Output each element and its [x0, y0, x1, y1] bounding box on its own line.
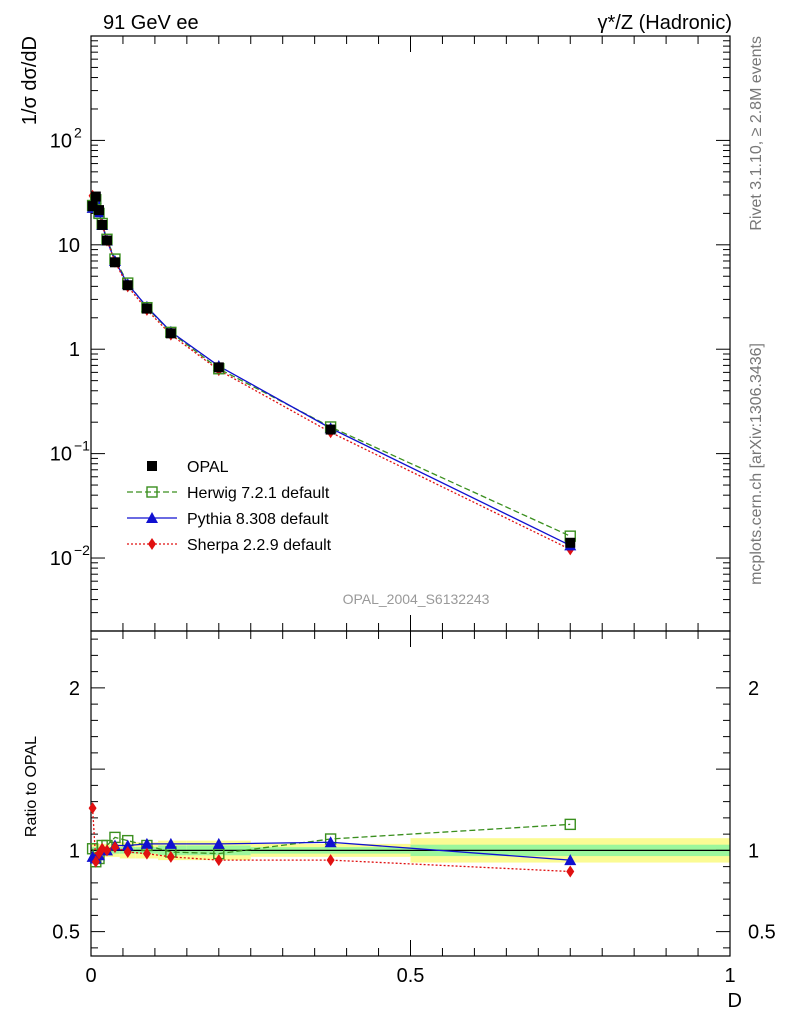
x-axis-label: D [728, 990, 742, 1012]
ratio-y-tick-label: 0.5 [52, 922, 80, 944]
analysis-id-label: OPAL_2004_S6132243 [343, 591, 490, 607]
y-tick-label: 10 [50, 444, 72, 466]
ratio-y-tick-label-right: 2 [748, 678, 759, 700]
legend-label: OPAL [187, 459, 229, 476]
y-tick-label: 10 [58, 235, 80, 257]
y-tick-exponent: 2 [74, 124, 82, 140]
pythia-ratio-point [212, 837, 225, 849]
data-point [141, 303, 152, 314]
ratio-y-tick-label-right: 0.5 [748, 922, 776, 944]
x-tick-label: 1 [724, 965, 735, 987]
ratio-y-tick-label-right: 1 [748, 840, 759, 862]
main-y-axis-label: 1/σ dσ/dD [19, 36, 41, 125]
data-point [213, 362, 224, 373]
legend-label: Sherpa 2.2.9 default [187, 537, 332, 554]
sherpa-ratio-point [326, 854, 335, 867]
legend: OPAL Herwig 7.2.1 default Pythia 8.308 def… [127, 459, 332, 554]
ratio-series-layer [86, 802, 577, 878]
pythia-line [91, 196, 571, 547]
sherpa-ratio-point [102, 844, 111, 857]
legend-label: Pythia 8.308 default [187, 511, 329, 528]
sherpa-ratio-point [91, 855, 100, 868]
legend-marker [146, 512, 158, 523]
sherpa-ratio-point [123, 846, 132, 858]
data-point [565, 537, 576, 548]
data-point [109, 257, 120, 268]
herwig-ratio-line [91, 823, 571, 864]
y-tick-label: 10 [50, 548, 72, 570]
energy-label: 91 GeV ee [103, 12, 199, 34]
y-tick-exponent: −1 [74, 438, 90, 454]
data-point [122, 280, 133, 291]
sherpa-ratio-point [88, 802, 97, 815]
pythia-ratio-point [164, 837, 177, 849]
data-point [97, 219, 108, 230]
legend-marker [148, 538, 156, 550]
data-point [90, 191, 101, 202]
pythia-ratio-point [140, 837, 153, 849]
data-point [325, 424, 336, 435]
x-tick-label: 0.5 [397, 965, 425, 987]
data-point [93, 205, 104, 216]
rivet-label: Rivet 3.1.10, ≥ 2.8M events [748, 36, 765, 231]
pythia-ratio-point [324, 836, 337, 848]
y-tick-label: 1 [69, 339, 80, 361]
sherpa-ratio-point [214, 854, 223, 867]
legend-marker [146, 486, 158, 498]
main-series-layer [86, 189, 577, 556]
legend-marker [147, 461, 157, 471]
data-point [165, 328, 176, 339]
data-point [101, 235, 112, 246]
y-tick-exponent: −2 [74, 542, 90, 558]
herwig-ratio-point [564, 818, 576, 831]
sherpa-ratio-point [166, 850, 175, 863]
legend-label: Herwig 7.2.1 default [187, 485, 330, 502]
ratio-panel-frame [90, 630, 731, 957]
ratio-uncertainty-band [91, 838, 730, 863]
sherpa-ratio-point [566, 865, 575, 878]
ratio-y-tick-label: 2 [69, 678, 80, 700]
x-tick-label: 0 [85, 965, 96, 987]
y-tick-label: 10 [50, 130, 72, 152]
data-point [87, 201, 98, 212]
ratio-y-tick-label: 1 [69, 840, 80, 862]
process-label: γ*/Z (Hadronic) [598, 12, 732, 34]
sherpa-ratio-point [110, 841, 119, 854]
pythia-ratio-point [121, 839, 134, 851]
sherpa-ratio-point [142, 847, 151, 860]
source-label: mcplots.cern.ch [arXiv:1306.3436] [748, 343, 765, 585]
ratio-y-axis-label: Ratio to OPAL [23, 736, 40, 837]
sherpa-line [92, 195, 571, 550]
herwig-line [92, 197, 571, 537]
pythia-ratio-point [564, 854, 577, 866]
